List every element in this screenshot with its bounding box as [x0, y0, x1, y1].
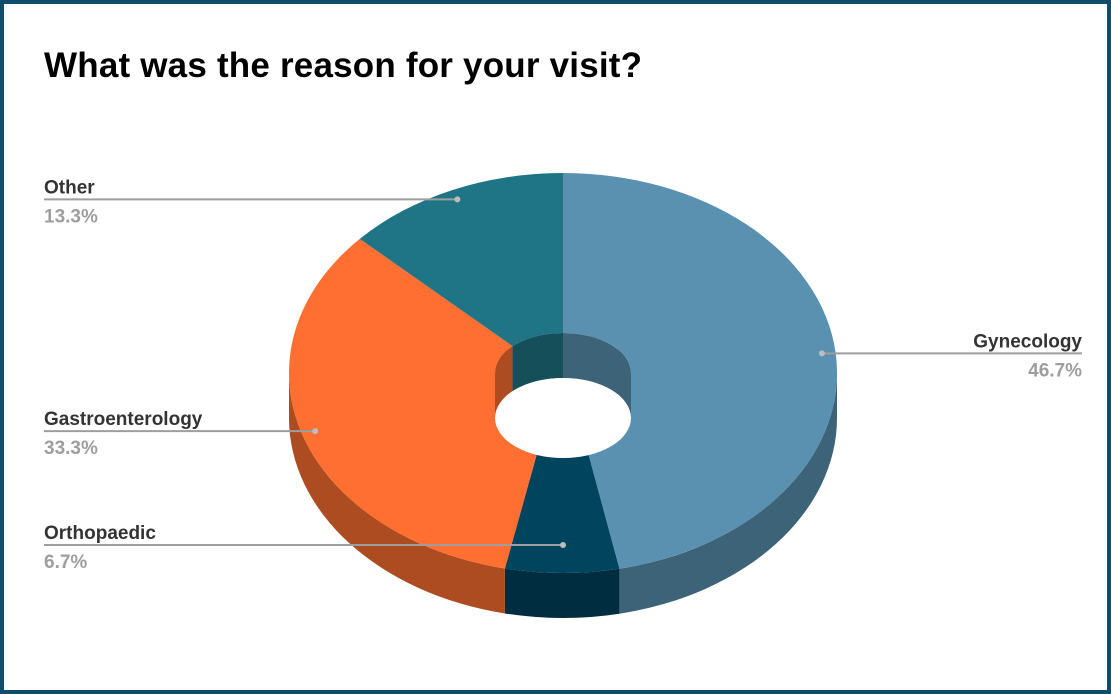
slice-value-2: 33.3%: [44, 438, 98, 459]
leader-dot-0: [818, 350, 825, 357]
slice-gynecology: [563, 173, 838, 569]
hole-wall-3b: [512, 333, 563, 392]
leader-dot-3: [454, 196, 461, 203]
slice-label-0: Gynecology: [973, 331, 1082, 352]
slice-value-3: 13.3%: [44, 206, 98, 227]
slice-label-2: Gastroenterology: [44, 409, 203, 430]
slice-orthopaedic: [504, 412, 620, 574]
slice-side-1: [504, 568, 620, 619]
slice-side-2: [289, 373, 505, 614]
slice-side-0: [619, 373, 837, 614]
slice-value-0: 46.7%: [1028, 360, 1082, 381]
leader-dot-1: [560, 542, 566, 548]
slice-value-1: 6.7%: [44, 552, 87, 573]
chart-title: What was the reason for your visit?: [44, 46, 643, 85]
slice-label-3: Other: [44, 177, 95, 198]
slice-label-1: Orthopaedic: [44, 523, 156, 544]
hole-wall-2b: [494, 346, 513, 418]
hole-wall-0a: [563, 333, 631, 418]
slice-gastroenterology: [288, 238, 549, 569]
leader-dot-2: [312, 428, 319, 435]
slice-other: [359, 172, 563, 347]
donut-hole: [495, 378, 631, 458]
